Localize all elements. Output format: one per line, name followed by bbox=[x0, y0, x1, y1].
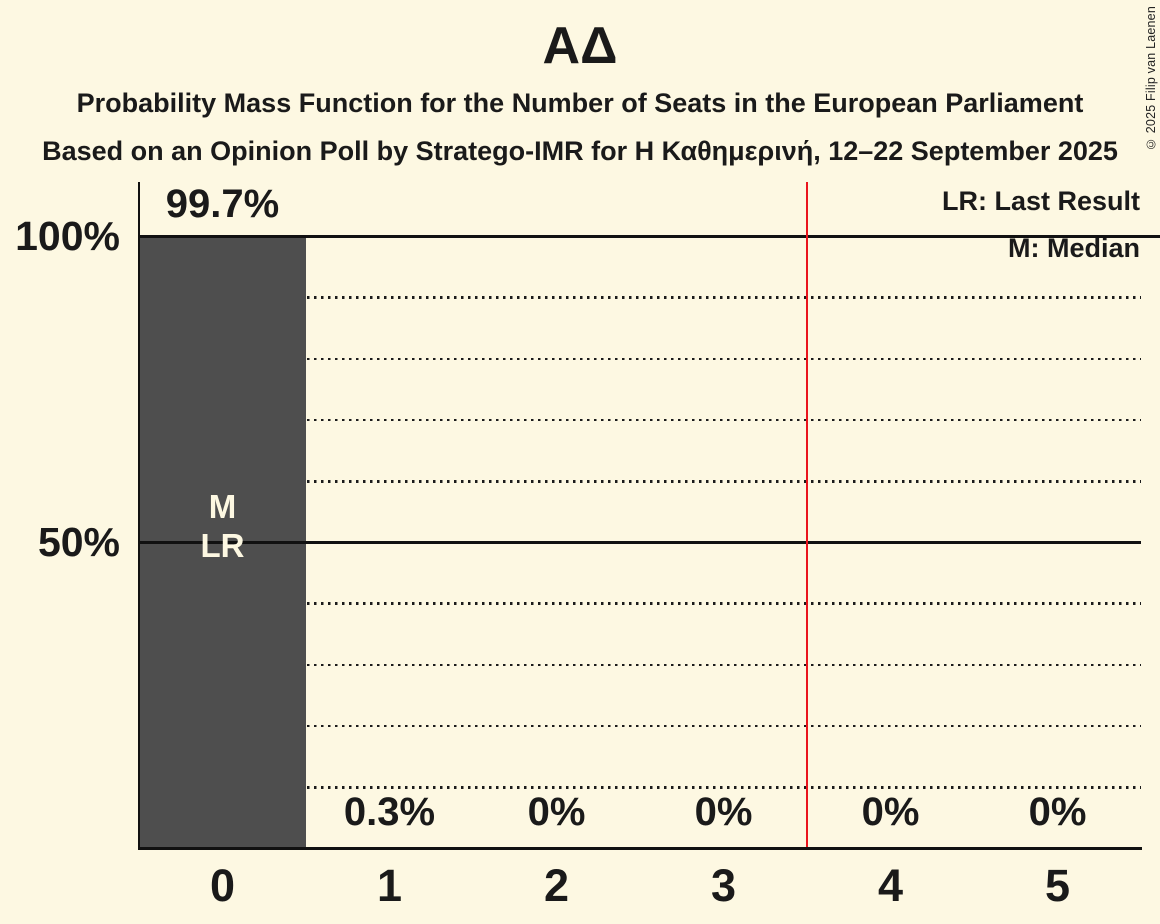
gridline-dotted-10 bbox=[139, 786, 1141, 789]
x-tick-label-4: 4 bbox=[877, 860, 904, 911]
x-axis-line bbox=[137, 847, 1142, 851]
gridline-dotted-30 bbox=[139, 663, 1141, 667]
legend-median: M: Median bbox=[1008, 233, 1140, 263]
gridline-dotted-70 bbox=[139, 418, 1141, 422]
gridline-dotted-40 bbox=[139, 602, 1141, 605]
gridline-dotted-80 bbox=[139, 357, 1141, 361]
bar-annotation-median-lastresult: M LR bbox=[200, 488, 245, 564]
value-label-0: 99.7% bbox=[165, 182, 280, 226]
last-result-marker-line bbox=[805, 182, 809, 848]
gridline-dotted-20 bbox=[139, 724, 1141, 728]
legend-last-result: LR: Last Result bbox=[941, 186, 1140, 216]
chart-subtitle-line1: Probability Mass Function for the Number… bbox=[76, 88, 1084, 118]
value-label-3: 0% bbox=[694, 790, 753, 834]
x-tick-label-0: 0 bbox=[209, 860, 236, 911]
gridline-dotted-60 bbox=[139, 480, 1141, 483]
y-axis-line bbox=[137, 182, 140, 850]
value-label-5: 0% bbox=[1028, 790, 1087, 834]
y-tick-label-50: 50% bbox=[37, 519, 120, 565]
x-tick-label-1: 1 bbox=[376, 860, 403, 911]
value-label-2: 0% bbox=[527, 790, 586, 834]
chart-title: ΑΔ bbox=[542, 17, 618, 75]
value-label-4: 0% bbox=[861, 790, 920, 834]
gridline-50pct bbox=[139, 541, 1141, 544]
gridline-100pct bbox=[139, 235, 1160, 238]
x-tick-label-3: 3 bbox=[710, 860, 737, 911]
y-tick-label-100: 100% bbox=[15, 213, 120, 259]
gridline-dotted-90 bbox=[139, 296, 1141, 299]
value-label-1: 0.3% bbox=[343, 790, 436, 834]
x-tick-label-5: 5 bbox=[1044, 860, 1071, 911]
x-tick-label-2: 2 bbox=[543, 860, 570, 911]
chart-subtitle-line2: Based on an Opinion Poll by Stratego-IMR… bbox=[42, 136, 1118, 166]
